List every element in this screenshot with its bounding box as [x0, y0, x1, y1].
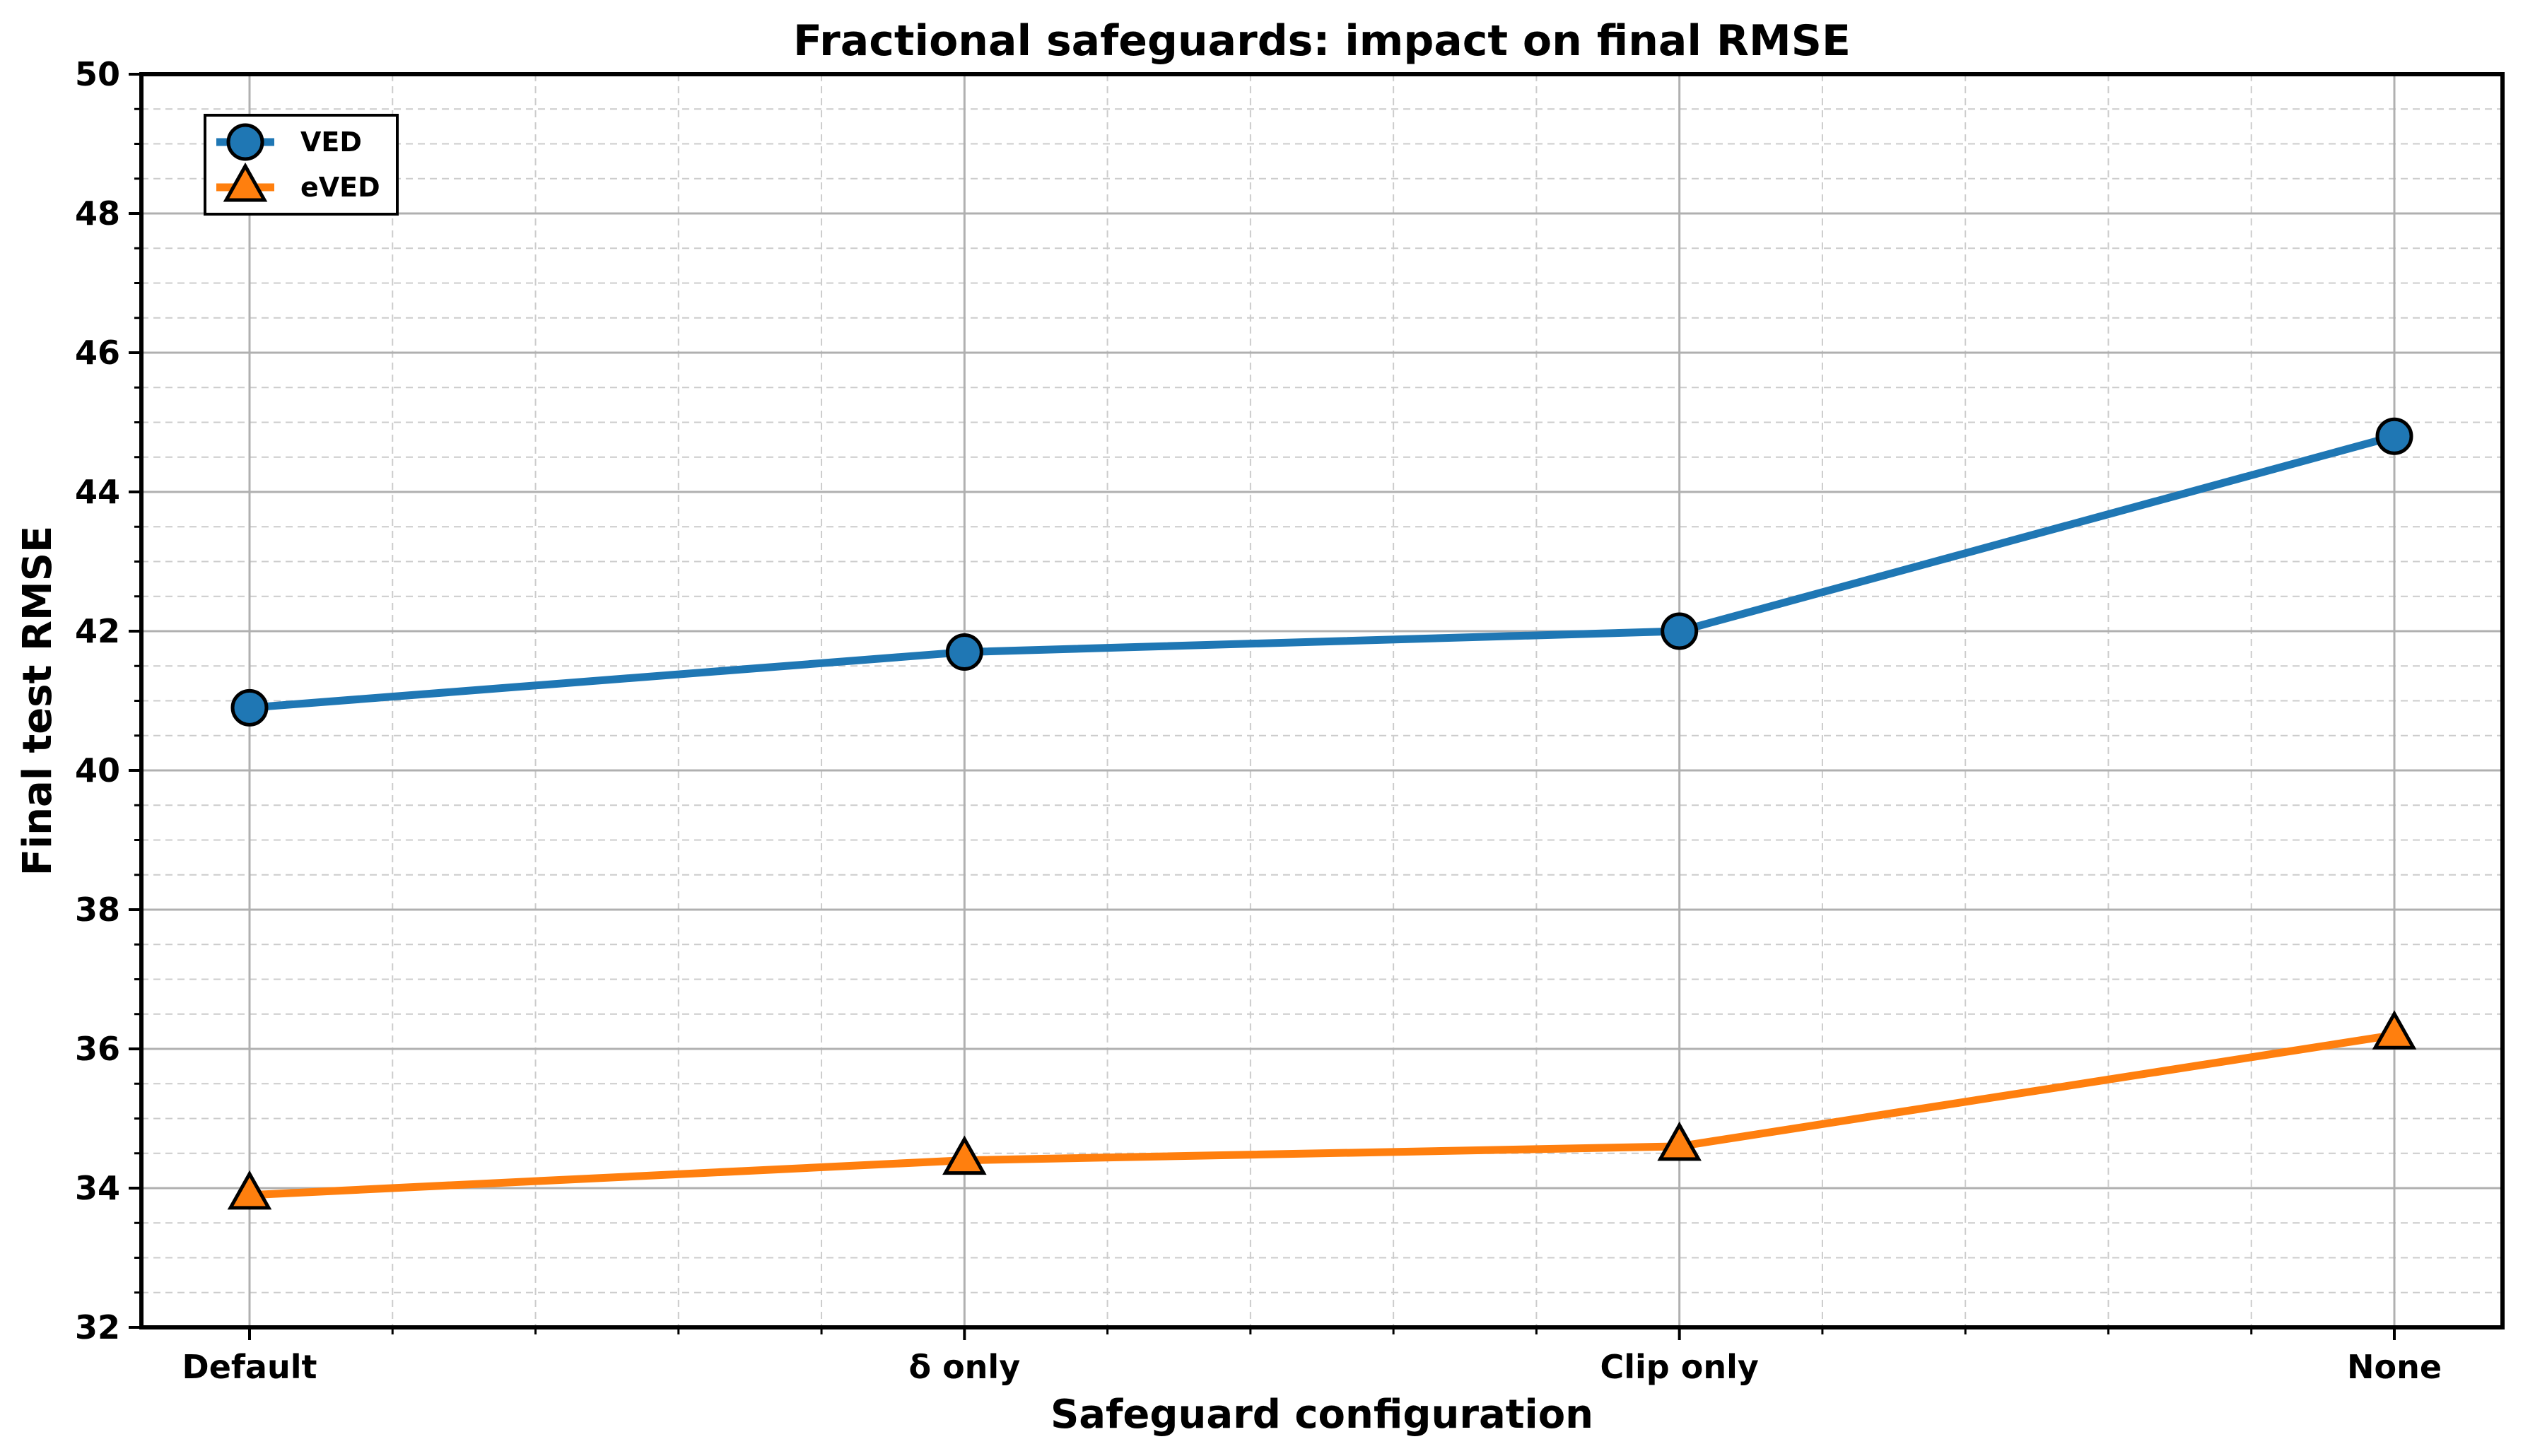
legend: VED eVED — [204, 114, 399, 216]
series-line-eved — [245, 1031, 2399, 1199]
data-point-ved — [945, 633, 983, 671]
y-tick-label: 46 — [75, 334, 120, 372]
y-tick-label: 36 — [75, 1030, 120, 1068]
y-tick-label: 32 — [75, 1308, 120, 1346]
chart-title: Fractional safeguards: impact on final R… — [793, 16, 1851, 66]
data-point-ved — [2375, 417, 2413, 455]
x-tick-label: Clip only — [1600, 1348, 1758, 1386]
series-line-ved — [245, 432, 2399, 712]
y-tick-label: 50 — [75, 55, 120, 93]
data-point-eved — [942, 1135, 987, 1175]
x-tick-label: None — [2347, 1348, 2442, 1386]
y-tick-label: 40 — [75, 751, 120, 789]
data-point-ved — [1661, 612, 1699, 650]
series-layer — [227, 417, 2417, 1210]
axis-ticks: 32 34 36 38 40 42 44 46 48 50 Default δ only Clip on… — [75, 55, 2442, 1386]
legend-label-eved: eVED — [300, 172, 380, 203]
y-tick-label: 42 — [75, 612, 120, 650]
data-point-ved — [230, 688, 269, 727]
y-tick-label: 34 — [75, 1169, 120, 1207]
major-gridlines — [141, 74, 2502, 1327]
y-tick-label: 48 — [75, 194, 120, 233]
data-point-eved — [1657, 1121, 1702, 1161]
y-tick-label: 38 — [75, 891, 120, 929]
data-point-eved — [2372, 1010, 2417, 1050]
data-point-eved — [227, 1170, 272, 1210]
legend-marker-eved — [223, 162, 268, 202]
y-tick-label: 44 — [75, 473, 120, 511]
x-tick-label: Default — [182, 1348, 317, 1386]
x-tick-label: δ only — [908, 1348, 1020, 1386]
legend-label-ved: VED — [300, 127, 362, 158]
x-axis-label: Safeguard configuration — [1050, 1392, 1593, 1438]
legend-marker-ved — [226, 123, 264, 161]
minor-gridlines — [141, 74, 2502, 1327]
y-axis-label: Final test RMSE — [15, 526, 61, 876]
